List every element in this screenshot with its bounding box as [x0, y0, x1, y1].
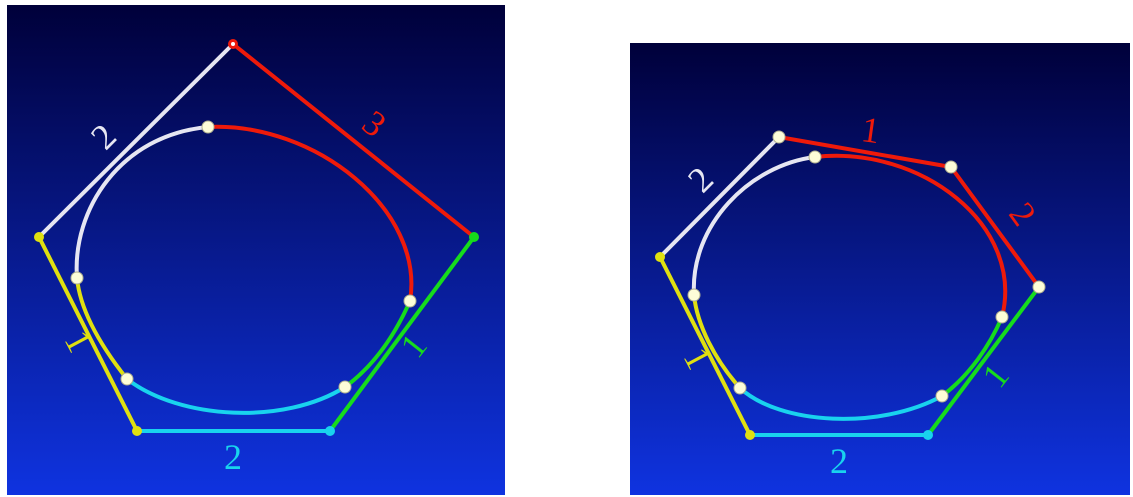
right-green-curve — [940, 316, 1004, 398]
right-red-curve — [814, 153, 1008, 318]
left-cyan-edge-label: 2 — [224, 437, 242, 477]
left-yellow-control-edge — [37, 236, 139, 432]
left-knot-point — [338, 380, 352, 394]
right-control-vertex — [923, 430, 933, 440]
right-control-vertex — [1032, 280, 1046, 294]
right-white-curve — [691, 155, 816, 296]
left-panel-background — [7, 5, 505, 495]
right-control-vertex — [772, 130, 786, 144]
left-knot-point — [403, 294, 417, 308]
left-green-control-edge — [328, 235, 476, 433]
left-cyan-curve — [125, 377, 347, 415]
left-white-curve — [74, 125, 209, 279]
right-knot-point — [687, 288, 701, 302]
right-cyan-curve — [738, 386, 943, 421]
right-panel-background — [630, 43, 1130, 495]
right-knot-point — [935, 389, 949, 403]
right-red-control-edge-b — [949, 165, 1041, 289]
left-knot-point — [120, 372, 134, 386]
left-knot-point — [70, 271, 84, 285]
right-control-vertex — [655, 252, 665, 262]
right-panel: 2 1 2 1 1 2 — [630, 43, 1130, 495]
left-red-control-edge — [231, 42, 476, 239]
left-red-curve — [207, 124, 414, 302]
right-red-control-edge-a — [778, 135, 952, 169]
left-panel: 2 3 1 1 2 — [7, 5, 505, 495]
left-control-vertex — [469, 232, 479, 242]
left-control-vertex — [132, 426, 142, 436]
right-cyan-edge-label: 2 — [830, 441, 848, 481]
right-control-vertex — [745, 430, 755, 440]
left-knot-point — [201, 120, 215, 134]
right-knot-point — [733, 381, 747, 395]
left-control-vertex — [34, 232, 44, 242]
left-green-curve — [343, 300, 412, 389]
right-yellow-curve — [692, 294, 742, 390]
right-green-control-edge — [926, 285, 1041, 437]
left-yellow-curve — [75, 277, 129, 381]
right-knot-point — [808, 150, 822, 164]
right-knot-point — [995, 310, 1009, 324]
left-control-vertex — [325, 426, 335, 436]
right-red-edge-label-a: 1 — [859, 109, 882, 151]
right-yellow-control-edge — [658, 256, 752, 436]
left-white-control-edge — [37, 42, 235, 239]
right-control-vertex — [944, 160, 958, 174]
left-control-vertex-center — [231, 42, 235, 46]
right-white-control-edge — [658, 135, 781, 259]
